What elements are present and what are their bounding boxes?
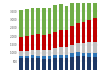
Bar xyxy=(59,4,63,30)
Bar xyxy=(48,50,51,56)
Bar xyxy=(31,35,34,50)
Bar xyxy=(42,35,46,50)
Bar xyxy=(59,55,63,58)
Bar xyxy=(87,20,91,42)
Bar xyxy=(36,8,40,34)
Bar xyxy=(53,55,57,58)
Bar xyxy=(48,56,51,59)
Bar xyxy=(25,51,29,56)
Bar xyxy=(76,23,80,43)
Bar xyxy=(93,18,97,42)
Bar xyxy=(36,58,40,70)
Bar xyxy=(31,55,34,58)
Bar xyxy=(82,53,85,56)
Bar xyxy=(31,8,34,35)
Bar xyxy=(19,37,23,51)
Bar xyxy=(87,42,91,53)
Bar xyxy=(76,52,80,56)
Bar xyxy=(82,56,85,70)
Bar xyxy=(87,0,91,20)
Bar xyxy=(65,47,68,55)
Bar xyxy=(25,9,29,36)
Bar xyxy=(25,58,29,70)
Bar xyxy=(70,1,74,26)
Bar xyxy=(53,5,57,32)
Bar xyxy=(19,10,23,37)
Bar xyxy=(65,6,68,30)
Bar xyxy=(48,59,51,70)
Bar xyxy=(42,50,46,56)
Bar xyxy=(59,58,63,70)
Bar xyxy=(42,59,46,70)
Bar xyxy=(25,36,29,51)
Bar xyxy=(87,53,91,57)
Bar xyxy=(93,57,97,70)
Bar xyxy=(31,58,34,70)
Bar xyxy=(31,50,34,55)
Bar xyxy=(53,48,57,55)
Bar xyxy=(93,53,97,57)
Bar xyxy=(65,58,68,70)
Bar xyxy=(82,22,85,43)
Bar xyxy=(42,56,46,59)
Bar xyxy=(76,0,80,23)
Bar xyxy=(36,50,40,56)
Bar xyxy=(19,56,23,58)
Bar xyxy=(59,30,63,47)
Bar xyxy=(70,57,74,70)
Bar xyxy=(42,8,46,35)
Bar xyxy=(48,8,51,34)
Bar xyxy=(36,56,40,58)
Bar xyxy=(70,26,74,45)
Bar xyxy=(48,34,51,50)
Bar xyxy=(70,45,74,53)
Bar xyxy=(76,56,80,70)
Bar xyxy=(53,58,57,70)
Bar xyxy=(19,51,23,56)
Bar xyxy=(65,30,68,47)
Bar xyxy=(82,0,85,22)
Bar xyxy=(36,34,40,50)
Bar xyxy=(76,43,80,52)
Bar xyxy=(65,55,68,58)
Bar xyxy=(59,47,63,55)
Bar xyxy=(25,56,29,58)
Bar xyxy=(93,42,97,53)
Bar xyxy=(53,32,57,48)
Bar xyxy=(87,57,91,70)
Bar xyxy=(70,53,74,57)
Bar xyxy=(19,58,23,70)
Bar xyxy=(93,0,97,18)
Bar xyxy=(82,43,85,53)
